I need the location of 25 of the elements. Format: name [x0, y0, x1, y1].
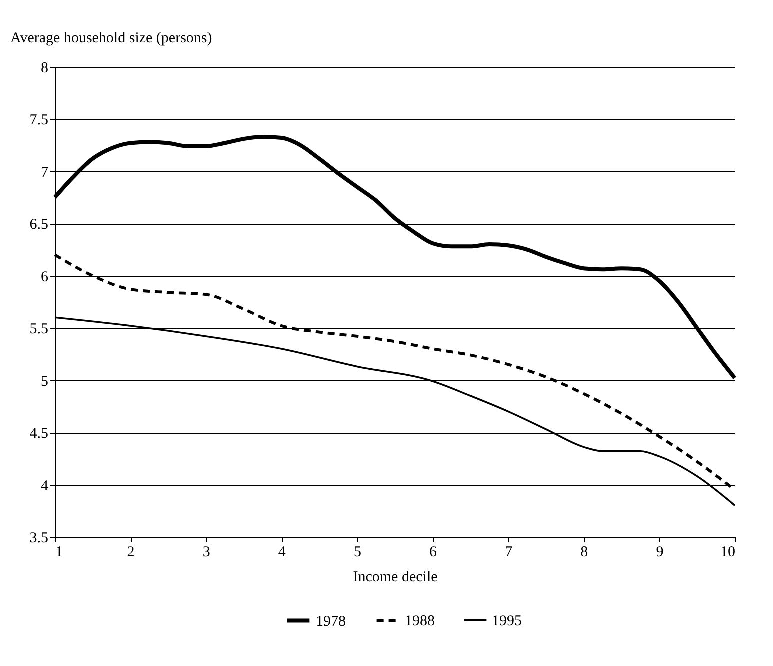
x-axis-title: Income decile	[353, 570, 438, 586]
legend-label: 1978	[316, 614, 346, 630]
y-tick-label: 8	[41, 60, 48, 76]
y-tick-label: 6.5	[30, 217, 48, 234]
y-tick-label: 5	[41, 374, 48, 390]
y-tick-label: 7.5	[30, 112, 48, 129]
x-tick-label: 10	[720, 544, 736, 560]
legend-label: 1988	[405, 614, 435, 630]
x-tick-label: 2	[127, 544, 135, 560]
legend-label: 1995	[492, 613, 522, 630]
x-tick-label: 1	[56, 544, 63, 560]
y-tick-label: 4	[41, 478, 49, 494]
x-tick-label: 3	[202, 544, 210, 560]
x-tick-label: 9	[656, 544, 664, 560]
x-tick-label: 4	[278, 544, 286, 560]
y-tick-label: 4.5	[30, 426, 48, 442]
y-tick-label: 6	[41, 269, 49, 286]
y-tick-label: 7	[41, 164, 49, 181]
x-tick-label: 8	[580, 544, 588, 560]
y-tick-label: 5.5	[30, 322, 48, 338]
y-tick-label: 3.5	[30, 530, 48, 546]
x-tick-label: 6	[430, 544, 438, 560]
y-axis-title: Average household size (persons)	[10, 30, 212, 46]
x-tick-label: 7	[505, 544, 514, 560]
x-tick-label: 5	[354, 544, 362, 560]
